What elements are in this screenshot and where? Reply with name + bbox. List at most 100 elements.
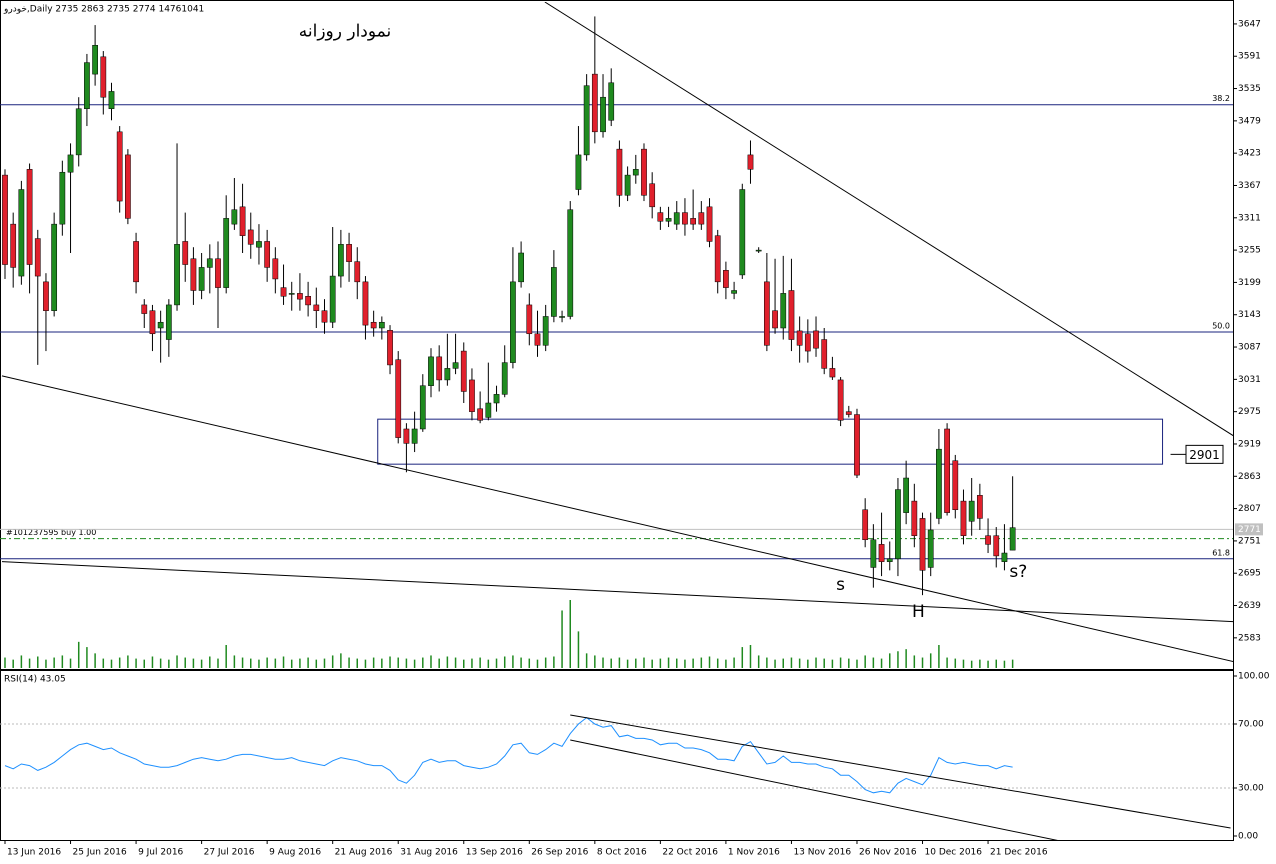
candle-body — [878, 544, 885, 562]
annotation: s? — [1009, 562, 1027, 582]
candle-body — [215, 258, 221, 288]
zone-label: 2901 — [1189, 448, 1220, 462]
y-tick-label: 3591 — [1238, 52, 1261, 62]
annotation: H — [912, 602, 925, 622]
candle-body — [92, 45, 98, 75]
y-tick-label: 2919 — [1238, 439, 1261, 449]
y-tick-label: 3199 — [1238, 278, 1261, 288]
candle-body — [460, 350, 467, 392]
candle-body — [264, 241, 271, 268]
y-tick-label: 3311 — [1238, 213, 1261, 223]
candle-body — [829, 368, 836, 378]
x-tick-label: 9 Aug 2016 — [269, 848, 321, 858]
candle-body — [370, 321, 377, 329]
candle-body — [313, 304, 320, 311]
x-tick-label: 1 Nov 2016 — [728, 848, 780, 858]
order-label: #101237595 buy 1.00 — [6, 528, 96, 537]
y-tick-label: 3367 — [1238, 181, 1261, 191]
candle-body — [133, 241, 139, 283]
y-tick-label: 3143 — [1238, 310, 1261, 320]
candle-body — [682, 212, 688, 225]
x-tick-label: 13 Jun 2016 — [7, 848, 61, 858]
candle-body — [927, 529, 934, 568]
x-tick-label: 9 Jul 2016 — [138, 848, 183, 858]
candle-body — [698, 212, 705, 225]
candle-body — [141, 304, 148, 314]
candle-body — [419, 385, 426, 430]
candle-body — [804, 333, 811, 352]
candle-body — [813, 330, 819, 349]
candle-body — [149, 310, 156, 335]
candle-body — [542, 316, 549, 346]
candle-body — [428, 356, 434, 386]
candle-body — [354, 261, 361, 283]
candle-body — [395, 359, 402, 438]
candle-body — [501, 362, 508, 395]
candle-body — [641, 148, 647, 196]
x-tick-label: 25 Jun 2016 — [73, 848, 127, 858]
candle-body — [763, 281, 770, 346]
candle-body — [755, 249, 762, 252]
price-plot: 38.2 50.0 61.8 #101237595 buy 1.00 s Hs? — [0, 2, 1233, 668]
candle-body — [18, 189, 25, 277]
candle-body — [239, 206, 246, 236]
x-tick-label: 10 Dec 2016 — [925, 848, 983, 858]
candle-body — [59, 171, 66, 225]
candle-body — [706, 206, 713, 242]
candle-body — [84, 62, 90, 109]
candle-body — [444, 368, 451, 381]
y-tick-label: 2863 — [1238, 472, 1261, 482]
candle-body — [338, 244, 344, 277]
candle-body — [125, 154, 131, 219]
candle-body — [845, 411, 852, 415]
candle-body — [567, 209, 574, 317]
chart-title: نمودار روزانه — [299, 22, 391, 42]
candle-body — [116, 131, 123, 202]
candle-body — [780, 293, 787, 329]
candle-body — [690, 218, 697, 225]
candle-body — [51, 223, 58, 311]
candle-body — [649, 183, 656, 208]
candle-body — [100, 56, 107, 98]
candle-body — [436, 356, 443, 381]
candle-body — [632, 169, 639, 176]
candle-body — [75, 108, 82, 156]
candle-body — [165, 304, 172, 340]
candle-body — [526, 304, 533, 335]
candle-body — [895, 489, 901, 560]
candle-body — [788, 290, 795, 340]
candle-body — [608, 82, 615, 121]
x-tick-label: 27 Jul 2016 — [204, 848, 255, 858]
x-tick-label: 8 Oct 2016 — [597, 848, 647, 858]
x-tick-label: 21 Dec 2016 — [990, 848, 1048, 858]
fib-label: 61.8 — [1212, 548, 1230, 557]
candle-body — [305, 296, 311, 306]
x-tick-label: 26 Sep 2016 — [531, 848, 588, 858]
candle-body — [837, 379, 844, 421]
candle-body — [2, 174, 8, 265]
candle-body — [510, 281, 516, 363]
trend-line — [1, 561, 1233, 623]
candle-body — [329, 275, 336, 323]
candle-body — [108, 91, 115, 109]
candle-body — [936, 448, 942, 519]
candle-body — [993, 535, 1000, 557]
candle-body — [919, 518, 926, 571]
candle-body — [518, 252, 524, 283]
candle-body — [944, 428, 950, 513]
fib-label: 38.2 — [1212, 94, 1230, 103]
candle-body — [452, 362, 459, 369]
candle-body — [190, 258, 197, 291]
candle-body — [796, 330, 803, 346]
candle-body — [387, 330, 393, 366]
candle-body — [583, 85, 590, 156]
candle-body — [862, 509, 869, 541]
candle-body — [10, 223, 17, 268]
y-tick-label: 30.00 — [1238, 784, 1264, 794]
candle-body — [723, 270, 729, 288]
candle-body — [231, 209, 238, 225]
x-tick-label: 13 Sep 2016 — [466, 848, 523, 858]
trend-line — [1, 375, 1233, 663]
candle-body — [34, 238, 41, 277]
